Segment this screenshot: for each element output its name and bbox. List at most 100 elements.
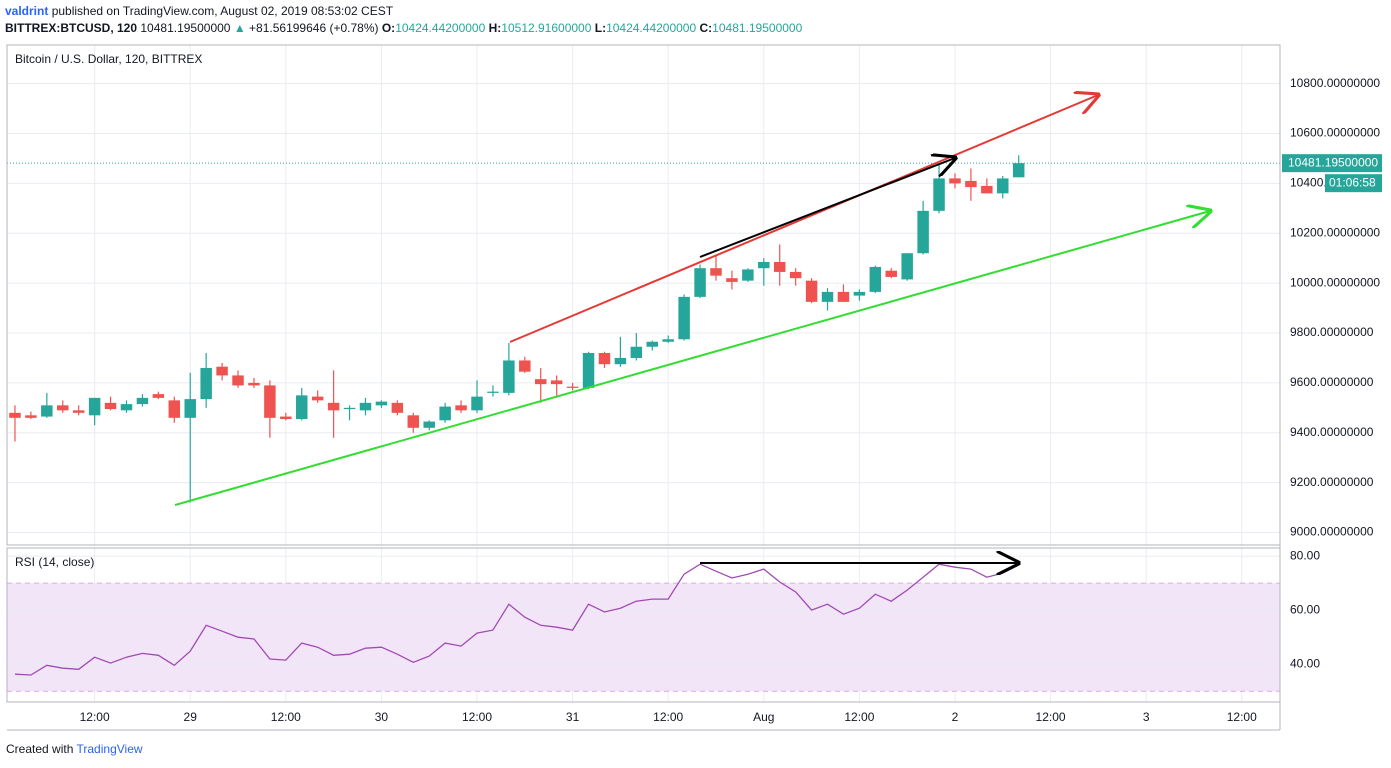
candle-body bbox=[72, 410, 85, 413]
candle-body bbox=[726, 278, 738, 282]
x-tick-label: 31 bbox=[566, 710, 580, 724]
y-tick-label: 9200.00000000 bbox=[1290, 475, 1374, 489]
pane-title: Bitcoin / U.S. Dollar, 120, BITTREX bbox=[15, 52, 202, 66]
candle-body bbox=[742, 269, 754, 281]
y-tick-label: 9000.00000000 bbox=[1290, 525, 1374, 539]
marks bbox=[7, 155, 1280, 676]
candle-body bbox=[9, 412, 21, 418]
high: 10512.91600000 bbox=[501, 21, 592, 35]
candle-body bbox=[168, 400, 181, 418]
last-price-label: 10481.19500000 bbox=[1288, 155, 1378, 169]
close: 10481.19500000 bbox=[712, 21, 803, 35]
label: O: bbox=[381, 21, 396, 35]
candle-body bbox=[853, 291, 866, 296]
candle-body bbox=[710, 268, 722, 276]
candle-body bbox=[582, 352, 595, 388]
label: H: bbox=[488, 21, 502, 35]
candle-body bbox=[311, 396, 324, 401]
author: valdrint bbox=[5, 4, 49, 18]
countdown-label: 01:06:58 bbox=[1329, 175, 1376, 189]
candle-body bbox=[280, 416, 292, 420]
header-line: valdrint published on TradingView.com, A… bbox=[5, 4, 393, 18]
candle-body bbox=[901, 253, 913, 280]
x-tick-label: 12:00 bbox=[271, 710, 301, 724]
x-tick-label: 12:00 bbox=[653, 710, 683, 724]
candle-body bbox=[120, 404, 133, 411]
brand: TradingView bbox=[76, 742, 143, 756]
candle-body bbox=[88, 397, 101, 416]
candle-body bbox=[25, 415, 37, 418]
created: Created with bbox=[6, 742, 74, 756]
countdown-box bbox=[1325, 174, 1382, 193]
x-tick-label: 12:00 bbox=[80, 710, 110, 724]
x-tick-label: 12:00 bbox=[1036, 710, 1066, 724]
candle-body bbox=[535, 379, 547, 385]
candle-body bbox=[200, 367, 212, 400]
candle-body bbox=[614, 357, 627, 365]
candle-body bbox=[264, 385, 276, 418]
y-tick-label: 10000.00000000 bbox=[1290, 275, 1380, 289]
candle-body bbox=[550, 380, 563, 385]
candle-body bbox=[503, 360, 515, 393]
trend-line bbox=[699, 158, 955, 258]
y-tick-label: 9600.00000000 bbox=[1290, 375, 1374, 389]
candle-body bbox=[423, 421, 435, 428]
candle-body bbox=[57, 405, 69, 411]
candle-body bbox=[997, 178, 1009, 194]
candle-body bbox=[407, 415, 420, 428]
candle-body bbox=[821, 291, 834, 302]
candle-body bbox=[152, 394, 165, 398]
candle-body bbox=[630, 346, 643, 358]
candle-body bbox=[359, 402, 372, 411]
candle-body bbox=[343, 407, 356, 410]
last: 10481.19500000 bbox=[140, 21, 231, 35]
candle-body bbox=[1012, 163, 1025, 178]
chart: Bitcoin / U.S. Dollar, 120, BITTREX RSI … bbox=[6, 44, 1382, 731]
candle-body bbox=[519, 360, 531, 372]
y-tick-label: 40.00 bbox=[1290, 656, 1320, 670]
candle-body bbox=[455, 405, 467, 411]
rsi-line bbox=[14, 563, 1019, 676]
candle-body bbox=[216, 366, 228, 376]
candle-body bbox=[678, 296, 690, 340]
y-tick-label: 9800.00000000 bbox=[1290, 325, 1374, 339]
last-price-box bbox=[1282, 154, 1382, 173]
open: 10424.44200000 bbox=[395, 21, 486, 35]
candle-body bbox=[248, 382, 260, 386]
candle-body bbox=[949, 178, 961, 184]
candle-body bbox=[965, 180, 977, 188]
candle-body bbox=[487, 391, 499, 393]
y-tick-label: 60.00 bbox=[1290, 602, 1320, 616]
candle-body bbox=[136, 397, 149, 405]
candle-body bbox=[566, 386, 579, 388]
published: published on TradingView.com, August 02,… bbox=[51, 4, 394, 18]
candle-body bbox=[885, 270, 897, 277]
y-tick-label: 80.00 bbox=[1290, 548, 1320, 562]
trend-line bbox=[509, 95, 1098, 343]
candle-body bbox=[184, 399, 196, 418]
candle-body bbox=[327, 402, 340, 411]
pane-title: RSI (14, close) bbox=[15, 555, 94, 569]
grid bbox=[7, 45, 1280, 702]
pane-border bbox=[6, 44, 1281, 546]
y-tick-label: 10200.00000000 bbox=[1290, 225, 1380, 239]
rsi-band bbox=[7, 583, 1280, 692]
candle-body bbox=[646, 341, 658, 347]
header-line: BITTREX:BTCUSD, 120 10481.19500000 ▲ +81… bbox=[5, 21, 802, 35]
x-tick-label: 29 bbox=[184, 710, 198, 724]
candle-body bbox=[232, 375, 244, 386]
candle-body bbox=[104, 402, 117, 410]
change: +81.56199646 (+0.78%) bbox=[249, 21, 379, 35]
x-tick-label: 12:00 bbox=[462, 710, 492, 724]
candle-body bbox=[439, 406, 451, 421]
candle-body bbox=[694, 268, 706, 297]
x-tick-label: 3 bbox=[1143, 710, 1150, 724]
candle-body bbox=[917, 210, 929, 254]
candle-body bbox=[296, 395, 308, 420]
candle-body bbox=[471, 396, 483, 411]
y-tick-label: 9400.00000000 bbox=[1290, 425, 1374, 439]
candle-body bbox=[758, 261, 770, 269]
candle-body bbox=[662, 339, 674, 342]
y-tick-label: 10600.00000000 bbox=[1290, 126, 1380, 140]
